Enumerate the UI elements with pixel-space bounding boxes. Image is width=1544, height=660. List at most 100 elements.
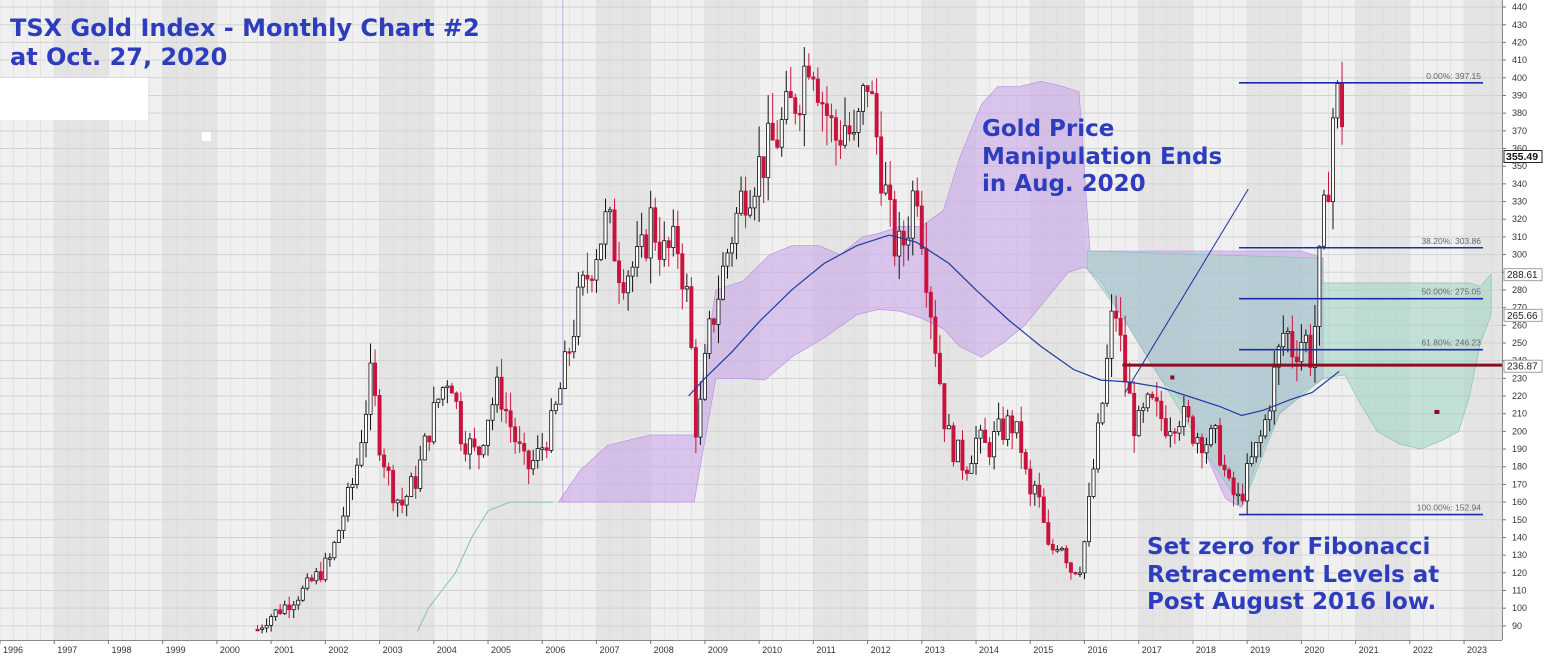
candle-body (400, 499, 405, 506)
y-tick-label: 380 (1512, 108, 1527, 118)
candle-body (626, 275, 631, 294)
candle-body (323, 557, 328, 581)
candle-body (1321, 194, 1326, 247)
candle-body (802, 65, 807, 115)
fib-level-label: 61.80%: 246.23 (1421, 338, 1481, 348)
x-tick-label: 2002 (328, 645, 348, 655)
y-tick-label: 350 (1512, 161, 1527, 171)
x-tick-label: 2021 (1359, 645, 1379, 655)
candle-body (585, 274, 590, 280)
x-tick-label: 1996 (3, 645, 23, 655)
candle-body (698, 398, 703, 438)
candle-body (1204, 444, 1209, 454)
candle-body (883, 184, 888, 194)
candle-body (359, 442, 364, 466)
candle-body (811, 76, 816, 80)
candle-body (721, 265, 725, 300)
grid (0, 0, 1502, 640)
candle-body (513, 426, 518, 443)
y-tick-label: 250 (1512, 338, 1527, 348)
y-tick-label: 360 (1512, 144, 1527, 154)
candle-body (1285, 331, 1290, 334)
candle-body (1118, 317, 1123, 336)
candle-body (1163, 418, 1168, 437)
candle-body (345, 487, 350, 517)
blank-marker (202, 132, 211, 141)
candle-body (1096, 422, 1101, 470)
candle-body (992, 431, 997, 458)
gold-manipulation-annotation: Gold Price Manipulation Ends in Aug. 202… (982, 116, 1222, 199)
candle-body (404, 496, 409, 506)
candle-body (296, 599, 301, 606)
gold-note-line-2: Manipulation Ends (982, 143, 1223, 170)
candle-body (1335, 83, 1340, 119)
candle-body (657, 241, 662, 260)
candle-body (449, 385, 454, 394)
x-tick-label: 2016 (1087, 645, 1107, 655)
fib-level-label: 100.00%: 152.94 (1417, 503, 1482, 513)
y-tick-label: 100 (1512, 603, 1527, 613)
candle-body (779, 119, 784, 148)
title-line-1: TSX Gold Index - Monthly Chart #2 (10, 14, 480, 42)
candle-body (1019, 421, 1024, 453)
candle-body (793, 97, 798, 114)
x-tick-label: 2000 (220, 645, 240, 655)
candle-body (535, 448, 540, 461)
candle-body (1145, 393, 1150, 409)
candle-body (318, 571, 323, 581)
candle-body (716, 298, 721, 325)
y-tick-label: 390 (1512, 90, 1527, 100)
candle-body (1150, 393, 1155, 399)
candle-body (1331, 117, 1335, 203)
candle-body (987, 442, 992, 458)
candle-body (273, 609, 278, 618)
x-tick-label: 2008 (654, 645, 674, 655)
cloud-green (1086, 250, 1492, 509)
y-tick-label: 300 (1512, 250, 1527, 260)
y-axis: 90 100 110 120 130 140 150 160 170 180 190 200 210 22… (1502, 0, 1544, 660)
candle-body (870, 91, 875, 94)
candle-body (969, 463, 974, 474)
candle-body (386, 466, 391, 471)
candle-body (933, 316, 938, 354)
pointer-line (1124, 188, 1249, 393)
candle-body (1199, 437, 1204, 454)
candle-body (788, 91, 793, 99)
candle-body (1055, 549, 1060, 552)
candle-body (648, 207, 653, 259)
candle-body (757, 156, 762, 197)
candle-body (942, 383, 947, 430)
candle-body (440, 387, 445, 400)
y-tick-label: 320 (1512, 214, 1527, 224)
y-tick-label: 400 (1512, 73, 1527, 83)
candle-body (734, 212, 739, 244)
y-tick-label: 340 (1512, 179, 1527, 189)
candle-body (1136, 410, 1141, 437)
chart-title: TSX Gold Index - Monthly Chart #2 at Oct… (10, 14, 480, 72)
candle-body (409, 476, 414, 497)
candle-body (630, 266, 635, 277)
x-tick-label: 2001 (274, 645, 294, 655)
y-tick-label: 420 (1512, 37, 1527, 47)
y-tick-label: 180 (1512, 462, 1527, 472)
x-tick-label: 2023 (1467, 645, 1487, 655)
candle-body (436, 398, 441, 404)
candle-body (1267, 410, 1272, 421)
candle-body (1290, 331, 1295, 358)
candle-body (576, 286, 581, 337)
candle-body (689, 286, 694, 348)
candle-body (955, 439, 960, 463)
candle-body (892, 199, 897, 257)
candle-body (517, 441, 522, 444)
candle-body (856, 110, 861, 133)
fib-note-line-1: Set zero for Fibonacci (1147, 534, 1431, 560)
candle-body (476, 446, 481, 456)
fibonacci-levels: 0.00%: 397.15 38.20%: 303.86 50.00%: 275.0… (1239, 71, 1484, 516)
candle-body (522, 443, 527, 452)
candle-body (422, 435, 427, 461)
y-tick-label: 230 (1512, 373, 1527, 383)
candle-body (395, 499, 400, 504)
candle-body (644, 234, 649, 259)
candle-body (1326, 194, 1331, 203)
candle-body (1001, 418, 1006, 440)
